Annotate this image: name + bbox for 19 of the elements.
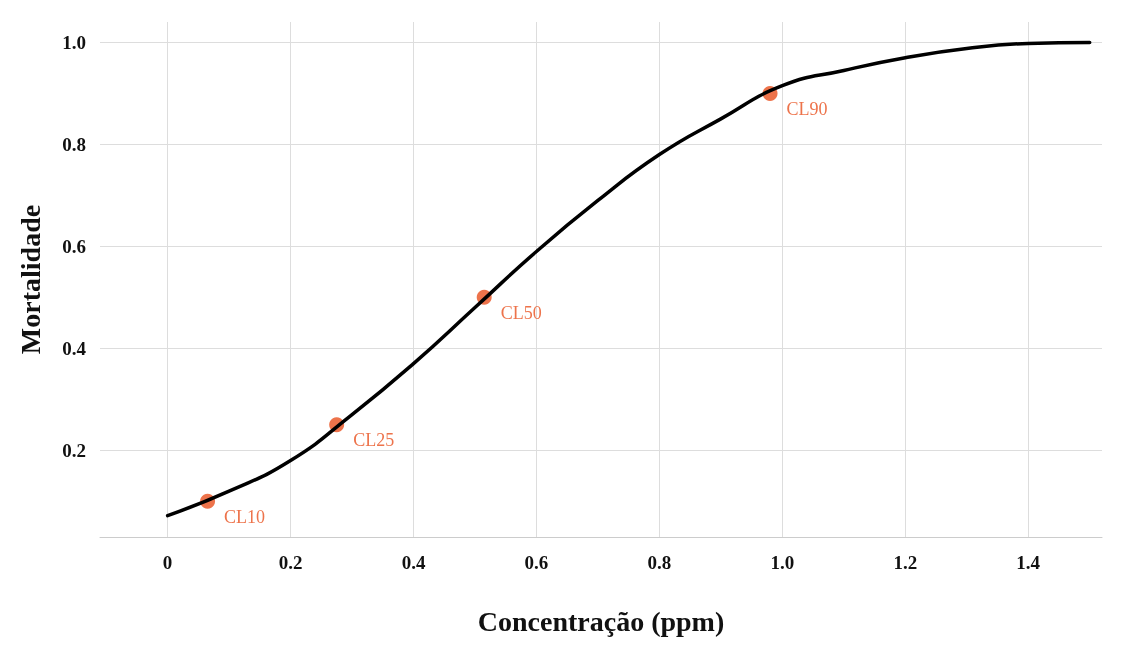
x-tick-label: 0.2 — [278, 552, 303, 573]
x-tick-label: 1.2 — [893, 552, 918, 573]
y-axis-title: Mortalidade — [14, 204, 46, 355]
x-tick-label: 1.0 — [770, 552, 795, 573]
x-axis-title: Concentração (ppm) — [477, 605, 725, 637]
x-tick-label: 0.4 — [401, 552, 426, 573]
x-tick-label: 0 — [162, 552, 173, 573]
data-label: CL10 — [224, 506, 266, 527]
data-label: CL90 — [786, 98, 828, 119]
y-tick-label: 1.0 — [62, 31, 86, 53]
y-tick-label: 0.8 — [62, 133, 86, 155]
data-label: CL25 — [353, 430, 395, 451]
y-tick-label: 0.2 — [62, 439, 86, 461]
x-tick-label: 0.6 — [524, 552, 549, 573]
y-tick-label: 0.6 — [62, 235, 86, 257]
x-tick-label: 0.8 — [647, 552, 672, 573]
x-tick-label: 1.4 — [1016, 552, 1041, 573]
y-tick-label: 0.4 — [62, 337, 87, 359]
data-label: CL50 — [500, 302, 542, 323]
